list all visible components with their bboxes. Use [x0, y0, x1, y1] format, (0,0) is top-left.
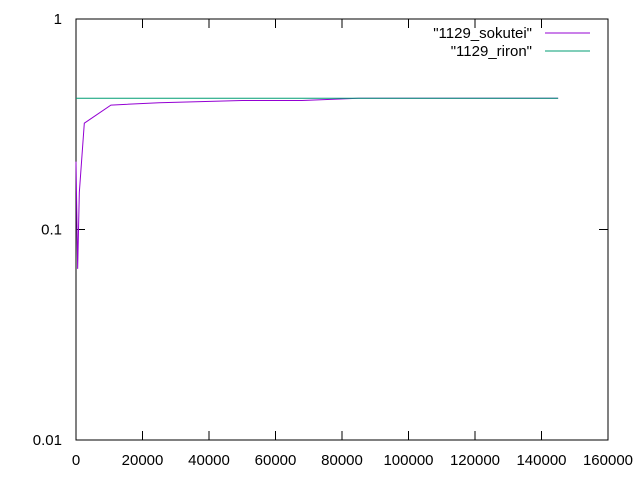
x-tick-label: 100000: [383, 452, 433, 469]
data-line: [75, 97, 559, 269]
x-tick-label: 140000: [516, 452, 566, 469]
legend-label: "1129_riron": [451, 43, 532, 60]
x-tick-label: 0: [72, 452, 80, 469]
y-tick-label: 0.01: [33, 432, 62, 449]
x-tick-label: 160000: [583, 452, 633, 469]
x-tick-label: 80000: [321, 452, 363, 469]
x-tick-label: 120000: [450, 452, 500, 469]
x-tick-label: 20000: [122, 452, 164, 469]
plot-border: [75, 18, 609, 441]
x-tick-label: 60000: [255, 452, 297, 469]
x-tick-label: 40000: [188, 452, 230, 469]
y-tick-label: 0.1: [41, 222, 62, 239]
legend-label: "1129_sokutei": [433, 25, 532, 42]
y-tick-label: 1: [54, 11, 62, 28]
